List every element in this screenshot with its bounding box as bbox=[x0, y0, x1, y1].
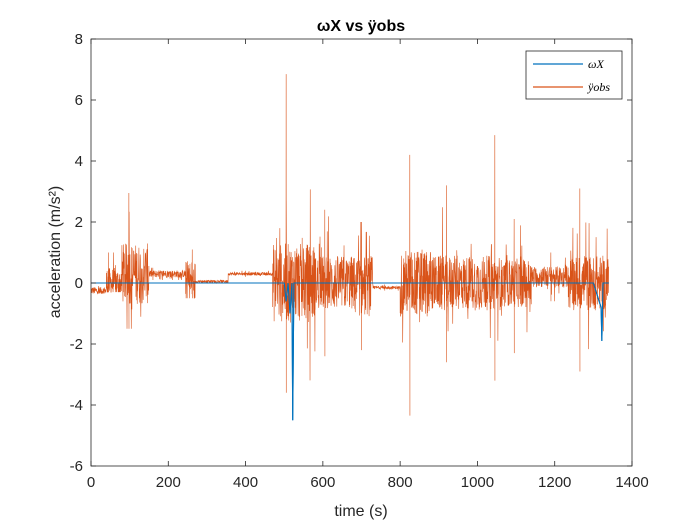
plot-frame bbox=[90, 38, 633, 467]
legend: ωX ÿobs bbox=[525, 50, 623, 100]
y-axis-label: acceleration (m/s²) bbox=[47, 186, 64, 318]
y-tick-label: 8 bbox=[75, 31, 83, 48]
legend-label-omega-x: ωX bbox=[588, 57, 604, 71]
legend-label-y-obs: ÿobs bbox=[587, 80, 610, 94]
y-tick-label: 4 bbox=[75, 153, 83, 170]
series-line-omega-x-overlay bbox=[91, 282, 609, 421]
series-layer bbox=[90, 74, 609, 421]
x-tick-label: 800 bbox=[388, 474, 413, 491]
chart-title: ωX vs ÿobs bbox=[317, 18, 405, 35]
x-tick-label: 1400 bbox=[615, 474, 648, 491]
ticks-layer: 0 200 400 600 800 1000 1200 1400 -6 -4 -2 0 2 4 6 8 bbox=[70, 31, 649, 491]
y-tick-label: 2 bbox=[75, 214, 83, 231]
y-tick-label: -6 bbox=[70, 458, 83, 475]
series-line-y-obs bbox=[90, 74, 609, 416]
x-tick-label: 0 bbox=[87, 474, 95, 491]
y-tick-label: -4 bbox=[70, 397, 83, 414]
y-tick-label: -2 bbox=[70, 336, 83, 353]
x-tick-label: 600 bbox=[310, 474, 335, 491]
legend-box bbox=[525, 50, 623, 100]
x-axis-label: time (s) bbox=[334, 503, 387, 520]
y-tick-label: 0 bbox=[75, 275, 83, 292]
x-tick-label: 400 bbox=[233, 474, 258, 491]
x-tick-label: 1200 bbox=[538, 474, 571, 491]
x-tick-label: 1000 bbox=[461, 474, 494, 491]
y-tick-label: 6 bbox=[75, 92, 83, 109]
x-tick-label: 200 bbox=[156, 474, 181, 491]
